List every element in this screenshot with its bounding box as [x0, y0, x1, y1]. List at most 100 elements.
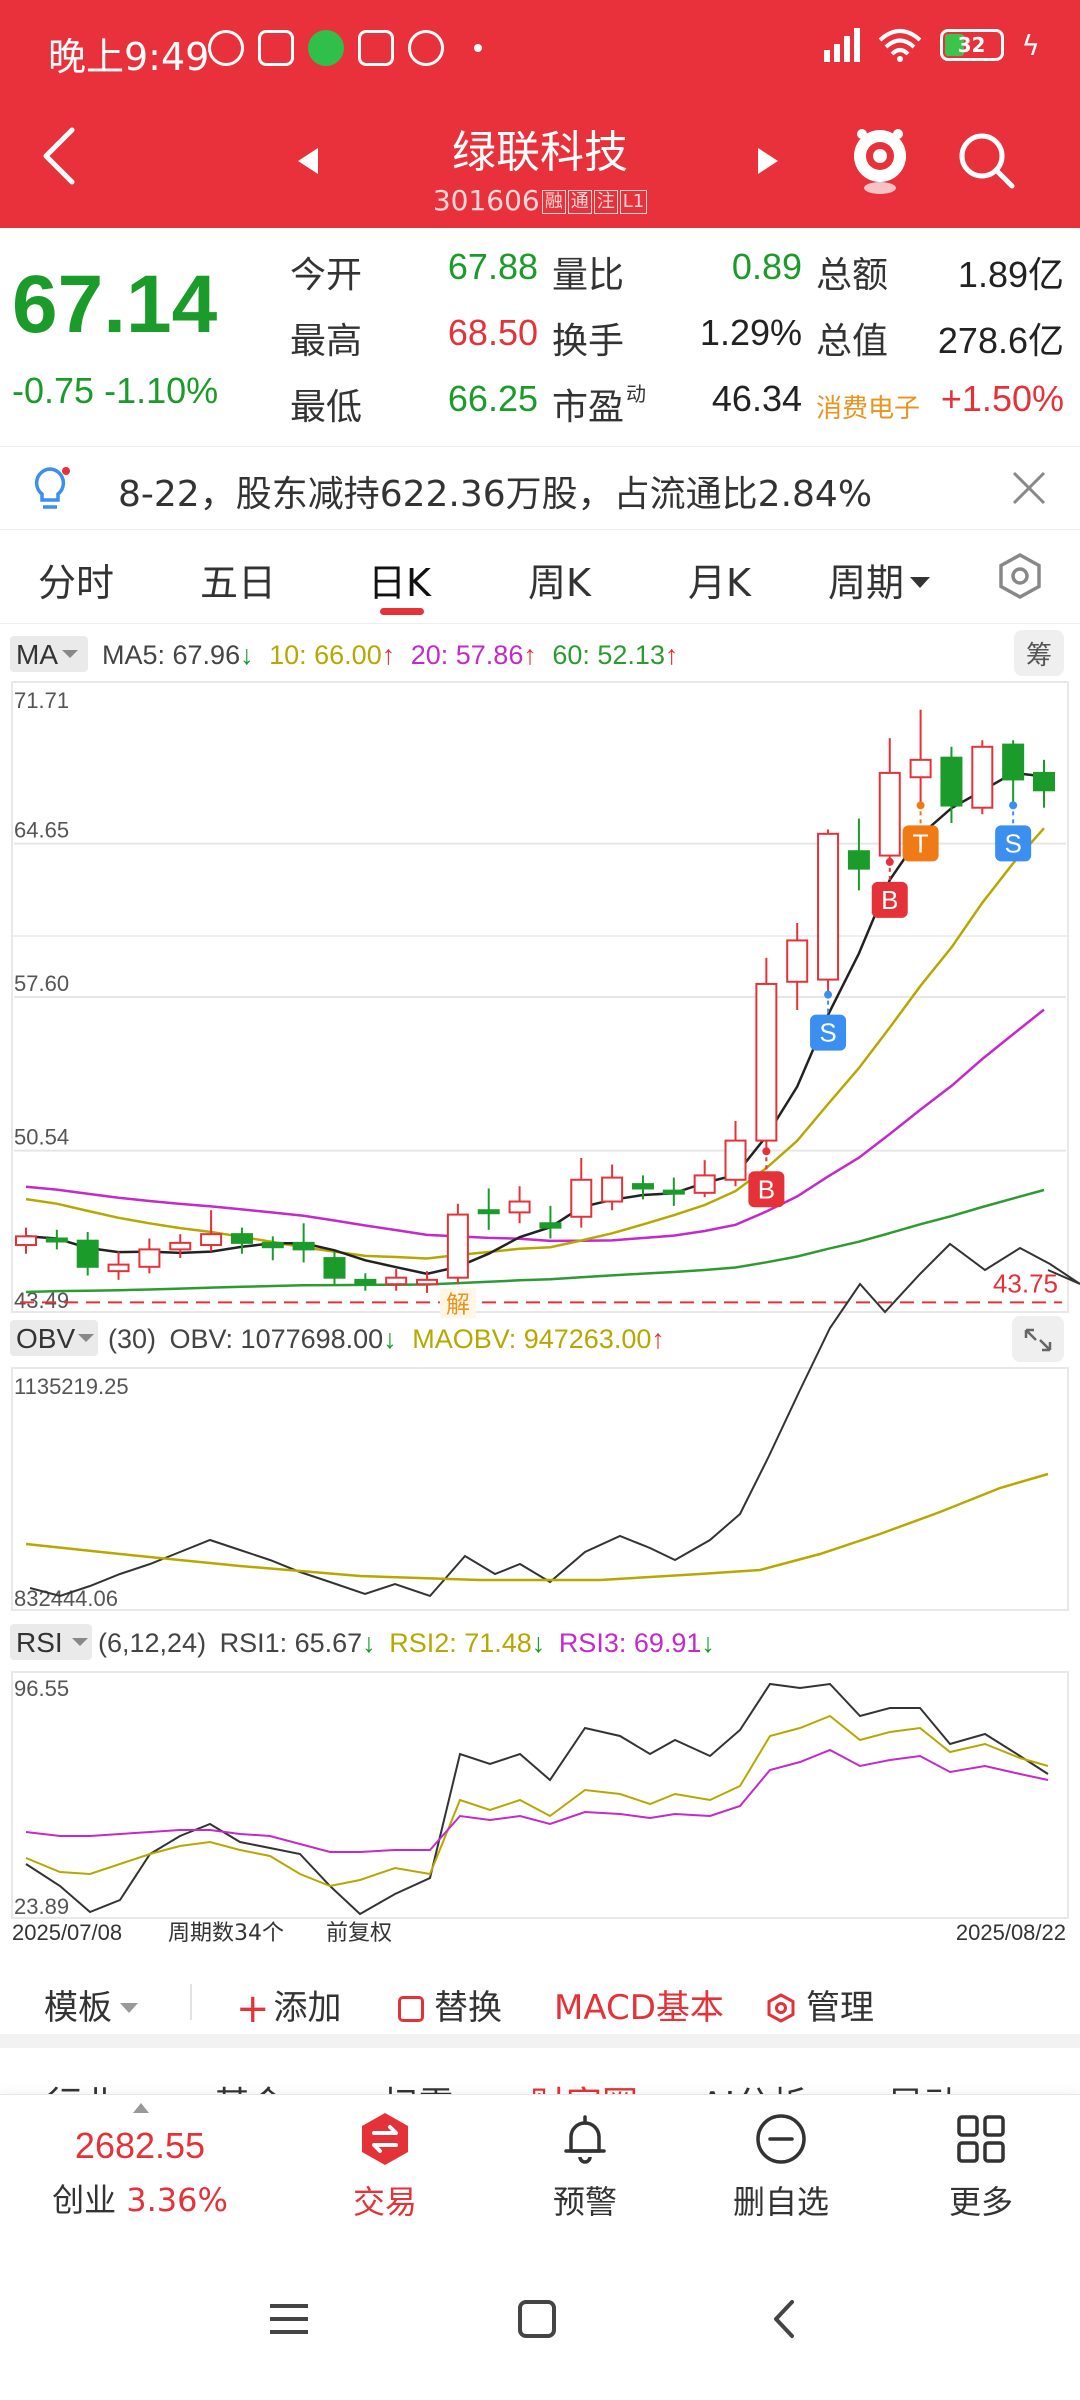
obv-selector-label[interactable]: OBV [16, 1323, 75, 1354]
previous-stock-icon[interactable] [296, 146, 320, 176]
candle [15, 1227, 37, 1254]
strip-wealth-circle[interactable]: 财富圈 [530, 2076, 638, 2094]
ma-selector[interactable] [10, 636, 88, 672]
ma60-legend: 60: 52.13 [552, 640, 665, 670]
low-price-label: 43.75 [993, 1268, 1058, 1298]
tab-intraday[interactable]: 分时 [38, 561, 115, 605]
tag-connect: 通 [567, 190, 592, 214]
signal-marker-s: S [995, 801, 1032, 862]
add-indicator-button[interactable]: + 添加 [236, 1980, 342, 2032]
chevron-down-icon [910, 577, 931, 588]
ma10-legend: 10: 66.00 [269, 640, 382, 670]
y-tick-label: 71.71 [14, 688, 69, 713]
mascot-assistant-icon[interactable] [848, 124, 912, 196]
expand-icon [1024, 1328, 1052, 1352]
kline-panel-border [11, 681, 1069, 1313]
rsi-params: (6,12,24) [98, 1628, 206, 1658]
quote-panel: 67.14 -0.75 -1.10% 今开 67.88 量比 0.89 总额 1… [0, 228, 1080, 444]
turnover-rate-label: 换手 [552, 321, 625, 362]
tag-margin: 融 [541, 190, 566, 214]
expand-button[interactable] [1012, 1316, 1064, 1362]
price-adjust-mode[interactable]: 前复权 [326, 1921, 392, 1944]
next-stock-icon[interactable] [756, 146, 780, 176]
remove-watchlist-button[interactable]: 删自选 [706, 2111, 856, 2223]
tab-weekly-k[interactable]: 周K [528, 561, 591, 605]
tag-level1: L1 [619, 190, 648, 214]
back-arrow-icon[interactable] [40, 126, 80, 186]
close-icon[interactable] [1010, 469, 1048, 507]
obv-legend: OBV (30) OBV: 1077698.00↓ MAOBV: 947263.… [10, 1316, 1064, 1362]
tab-monthly-k[interactable]: 月K [688, 561, 751, 605]
strip-industry[interactable]: 行业 [46, 2076, 118, 2094]
signal-badge [902, 825, 939, 862]
notification-icons [208, 30, 482, 66]
tab-daily-k[interactable]: 日K [368, 561, 431, 605]
candle [508, 1186, 531, 1224]
change-amount: -0.75 [12, 370, 95, 411]
rsi-legend: RSI (6,12,24) RSI1: 65.67↓ RSI2: 71.48↓ … [10, 1624, 715, 1660]
candle-body [200, 1233, 223, 1247]
signal-marker-t: T [902, 801, 939, 862]
candle [446, 1203, 469, 1285]
tab-five-day[interactable]: 五日 [200, 561, 277, 605]
period-count: 周期数34个 [168, 1921, 284, 1944]
strip-risk-scan[interactable]: 扫雷 [382, 2076, 454, 2094]
signal-dot [1009, 801, 1018, 810]
sector-change-value[interactable]: +1.50% [940, 378, 1064, 419]
candle-body [940, 756, 963, 807]
chips-button[interactable] [1014, 630, 1064, 676]
trade-button[interactable]: 交易 [310, 2111, 460, 2223]
candle-body [662, 1189, 685, 1195]
news-banner[interactable]: 8-22，股东减持622.36万股，占流通比2.84% [0, 446, 1080, 530]
recent-apps-icon[interactable] [270, 2304, 308, 2334]
more-button[interactable]: 更多 [906, 2111, 1056, 2223]
settings-hexagon-icon[interactable] [996, 552, 1044, 600]
candle-body [539, 1222, 562, 1229]
chart-end-date: 2025/08/22 [956, 1920, 1066, 1944]
macd-basic-button[interactable]: MACD基本 [554, 1988, 724, 2028]
obv-trend-icon: ↓ [383, 1324, 397, 1354]
candle [940, 746, 963, 823]
replace-indicator-button[interactable]: 替换 [398, 1980, 502, 2029]
kline-chart[interactable]: MA MA5: 67.96↓ 10: 66.00↑ 20: 57.86↑ 60:… [0, 624, 1080, 1944]
low-label: 最低 [290, 387, 363, 428]
candle-body [15, 1235, 37, 1247]
template-button[interactable]: 模板 [44, 1980, 138, 2029]
strip-anomaly[interactable]: 异动 [888, 2076, 960, 2094]
strip-ai-analysis[interactable]: AI分析 [700, 2076, 807, 2094]
pe-label-text: 市盈 [552, 387, 625, 428]
pe-value: 46.34 [711, 378, 802, 419]
pe-dynamic-sup: 动 [626, 382, 647, 406]
rsi1-value: RSI1: 65.67 [220, 1628, 363, 1658]
index-summary[interactable]: 创业 3.36% [40, 2175, 240, 2221]
manage-button[interactable]: 管理 [766, 1980, 874, 2029]
obv-y-max: 1135219.25 [14, 1374, 129, 1399]
news-text[interactable]: 8-22，股东减持622.36万股，占流通比2.84% [118, 474, 873, 515]
battery-icon: 32 [939, 29, 1004, 61]
obv-y-min: 832444.06 [14, 1586, 118, 1611]
rsi-selector[interactable] [10, 1624, 92, 1660]
strip-fund[interactable]: 基金 [214, 2076, 286, 2094]
system-back-icon[interactable] [774, 2300, 794, 2338]
tag-registered: 注 [593, 190, 618, 214]
candle [45, 1229, 68, 1250]
rsi-y-min: 23.89 [14, 1894, 69, 1919]
bell-icon [564, 2115, 606, 2164]
index-value[interactable]: 2682.55 [74, 2125, 206, 2166]
chips-button-label[interactable]: 筹 [1026, 641, 1052, 671]
candle-body [909, 758, 932, 779]
rsi-selector-label[interactable]: RSI [16, 1627, 63, 1658]
alarm-icon [208, 30, 244, 66]
tab-period[interactable]: 周期 [828, 552, 931, 607]
candle [323, 1251, 346, 1285]
signal-badge [871, 881, 908, 918]
turnover-amount-label: 总额 [816, 255, 889, 296]
ma5-legend: MA5: 67.96 [102, 640, 240, 670]
alert-button[interactable]: 预警 [510, 2111, 660, 2223]
candle-body [755, 982, 778, 1142]
ma-selector-label[interactable]: MA [16, 639, 58, 670]
sector-label[interactable]: 消费电子 [816, 394, 921, 424]
search-icon[interactable] [956, 130, 1016, 190]
home-icon[interactable] [518, 2300, 556, 2338]
obv-selector[interactable] [10, 1320, 98, 1356]
